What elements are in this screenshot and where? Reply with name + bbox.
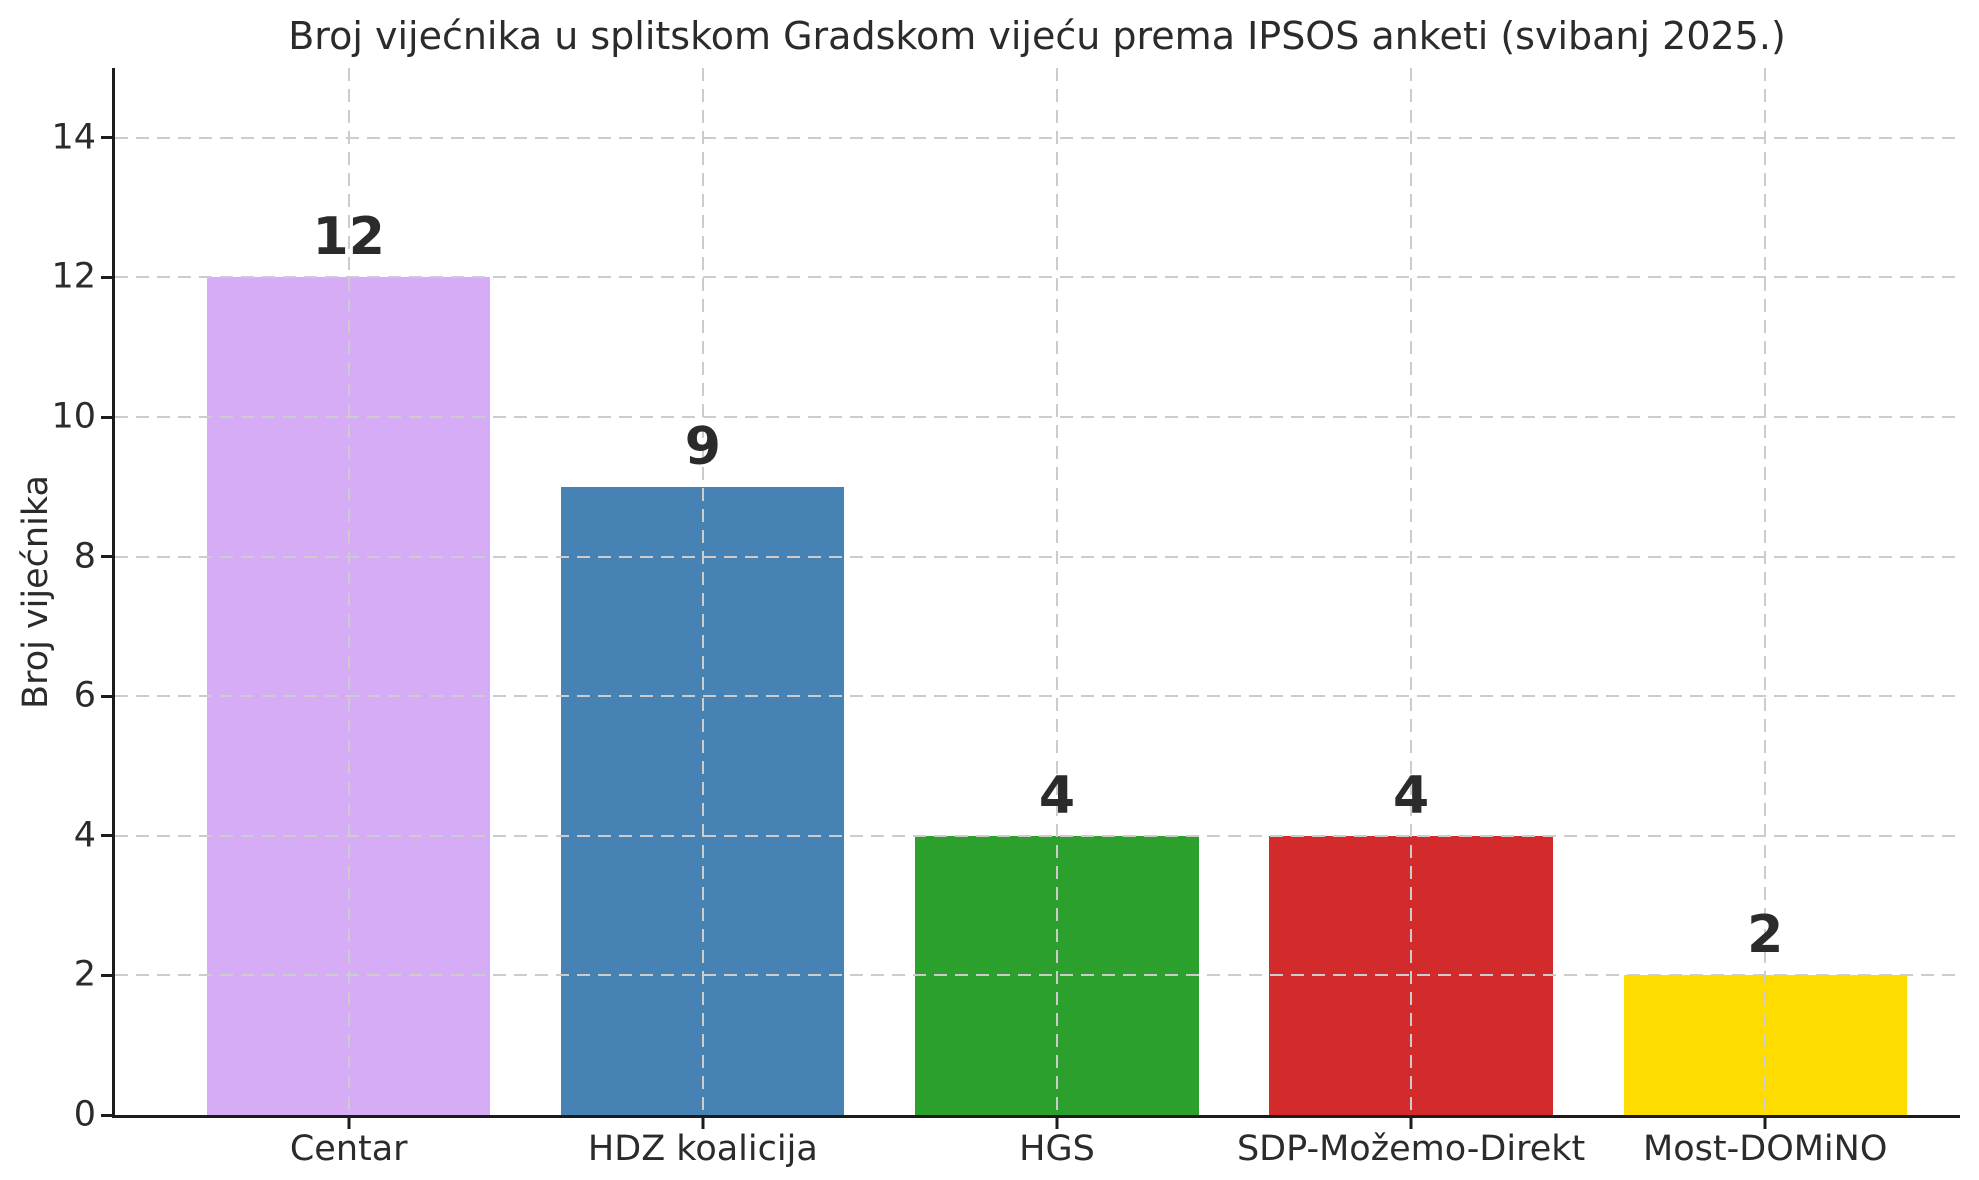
plot-area: 12 9 4 4 2 [112,68,1960,1118]
y-tick-mark-2 [101,973,112,977]
h-gridline-14 [115,136,1960,139]
x-tick-label-2: HDZ koalicija [587,1129,818,1169]
y-tick-mark-6 [101,694,112,698]
y-tick-mark-14 [101,136,112,140]
h-gridline-6 [115,695,1960,698]
x-tick-label-3: HGS [1019,1129,1095,1169]
y-axis-tick-labels: 0 2 4 6 8 10 12 14 [0,68,96,1132]
h-gridline-2 [115,974,1960,977]
x-axis-tick-labels: Centar HDZ koalicija HGS SDP-Možemo-Direkt M… [115,1118,1960,1178]
x-tick-label-1: Centar [289,1129,408,1169]
bar-value-label: 9 [684,416,721,477]
x-tick-mark-2 [701,1118,705,1129]
y-tick-mark-8 [101,555,112,559]
y-tick-mark-10 [101,415,112,419]
y-tick-label-8: 8 [73,536,96,577]
x-tick-label-4: SDP-Možemo-Direkt [1236,1129,1586,1169]
y-tick-label-14: 14 [51,117,96,158]
y-tick-mark-12 [101,275,112,279]
x-tick-mark-5 [1763,1118,1767,1129]
bar-value-label: 2 [1747,905,1784,966]
h-gridline-12 [115,276,1960,279]
x-tick-mark-3 [1055,1118,1059,1129]
y-tick-label-0: 0 [73,1094,96,1135]
bar-value-label: 12 [312,207,385,268]
x-tick-mark-4 [1409,1118,1413,1129]
x-tick-label-5: Most-DOMiNO [1643,1129,1888,1169]
y-tick-label-2: 2 [73,954,96,995]
y-tick-label-4: 4 [73,815,96,856]
v-gridline-3 [1055,68,1058,1115]
bar-value-label: 4 [1393,765,1430,826]
h-gridline-8 [115,555,1960,558]
v-gridline-5 [1764,68,1767,1115]
y-axis-tick-marks [0,68,112,1117]
y-tick-label-6: 6 [73,675,96,716]
chart-title: Broj vijećnika u splitskom Gradskom vije… [288,14,1786,58]
y-tick-mark-0 [101,1113,112,1117]
h-gridline-10 [115,416,1960,419]
v-gridline-1 [347,68,350,1115]
y-tick-label-10: 10 [51,396,96,437]
y-tick-label-12: 12 [51,256,96,297]
v-gridline-4 [1410,68,1413,1115]
v-gridline-2 [701,68,704,1115]
y-tick-mark-4 [101,834,112,838]
bar-value-label: 4 [1038,765,1076,826]
h-gridline-4 [115,834,1960,837]
x-tick-mark-1 [347,1118,351,1129]
